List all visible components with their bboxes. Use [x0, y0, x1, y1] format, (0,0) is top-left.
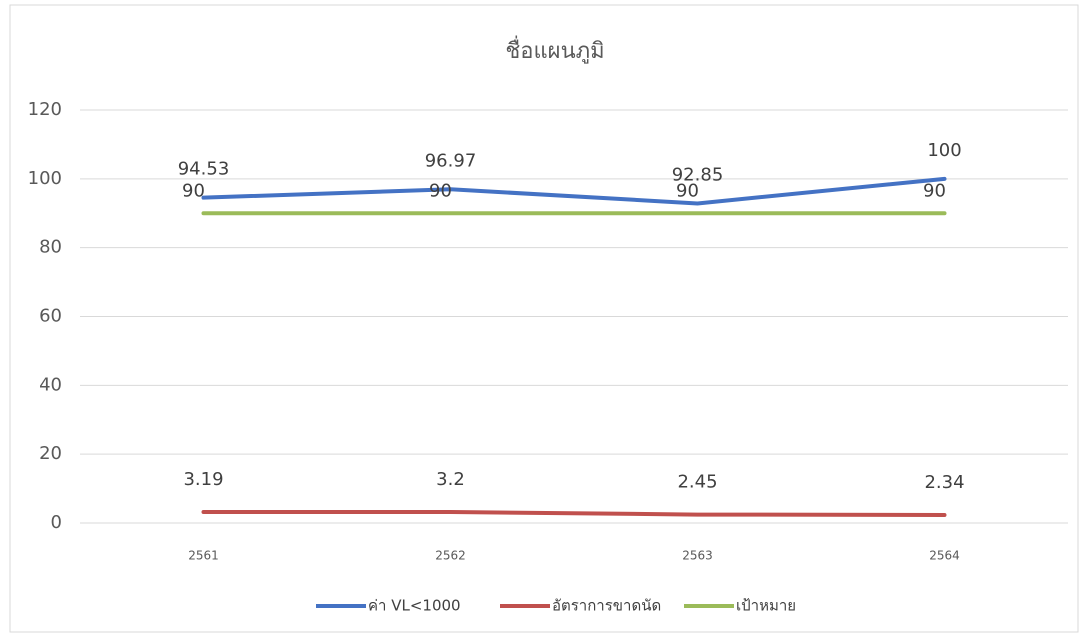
y-tick-label: 40	[39, 374, 62, 395]
data-label: 3.2	[436, 469, 465, 490]
data-label: 90	[923, 180, 946, 201]
y-tick-label: 120	[28, 99, 62, 120]
data-label: 2.34	[924, 472, 964, 493]
legend-label: ค่า VL<1000	[368, 597, 461, 615]
legend-label: อัตราการขาดนัด	[552, 597, 661, 615]
data-label: 92.85	[672, 164, 724, 185]
series-line	[201, 176, 947, 206]
y-tick-label: 20	[39, 443, 62, 464]
y-tick-label: 60	[39, 306, 62, 327]
data-label: 90	[429, 180, 452, 201]
x-tick-label: 2563	[682, 549, 713, 563]
data-label: 94.53	[178, 159, 230, 180]
x-tick-label: 2564	[929, 549, 960, 563]
data-label: 90	[676, 180, 699, 201]
data-label: 2.45	[677, 472, 717, 493]
x-tick-label: 2562	[435, 549, 466, 563]
y-tick-label: 80	[39, 237, 62, 258]
series-line	[201, 509, 947, 517]
data-label: 3.19	[183, 469, 223, 490]
y-tick-label: 0	[51, 512, 62, 533]
y-tick-label: 100	[28, 168, 62, 189]
chart-border	[9, 4, 1079, 633]
data-label: 100	[927, 140, 961, 161]
legend-label: เป้าหมาย	[736, 597, 796, 615]
x-tick-label: 2561	[188, 549, 219, 563]
data-label: 96.97	[425, 150, 477, 171]
chart-title: ชื่อแผนภูมิ	[505, 35, 604, 64]
data-label: 90	[182, 180, 205, 201]
